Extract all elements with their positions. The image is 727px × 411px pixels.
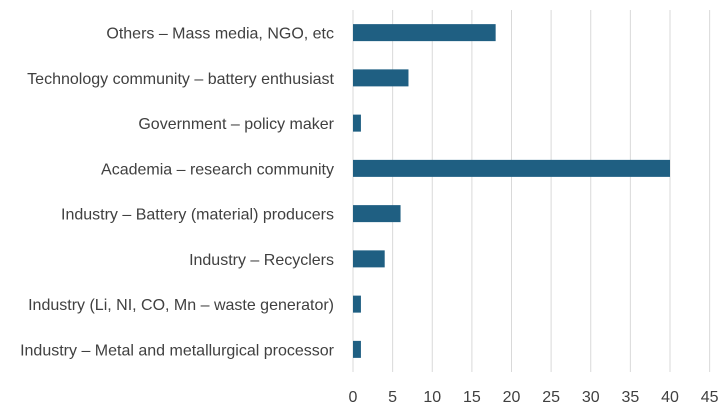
bar-1[interactable] [353, 69, 409, 87]
bar-6[interactable] [353, 295, 361, 313]
x-tick-label: 25 [542, 389, 560, 406]
bar-5[interactable] [353, 250, 385, 268]
x-tick-label: 45 [701, 389, 719, 406]
category-label: Industry – Battery (material) producers [61, 207, 334, 224]
category-label: Academia – research community [101, 161, 334, 178]
category-label: Industry (Li, NI, CO, Mn – waste generat… [28, 297, 334, 314]
bar-0[interactable] [353, 24, 496, 42]
grid-layer [352, 10, 711, 372]
bar-layer [353, 24, 670, 358]
x-tick-label: 20 [503, 389, 521, 406]
category-label: Government – policy maker [138, 116, 334, 133]
x-tick-label: 10 [423, 389, 441, 406]
category-label-layer: Others – Mass media, NGO, etc Technology … [20, 26, 335, 360]
category-label: Industry – Recyclers [189, 252, 334, 269]
category-label: Others – Mass media, NGO, etc [106, 26, 334, 43]
x-tick-label: 0 [349, 389, 358, 406]
x-tick-label: 5 [388, 389, 397, 406]
bar-2[interactable] [353, 114, 361, 132]
x-tick-label: 40 [661, 389, 679, 406]
x-tick-label: 35 [621, 389, 639, 406]
bar-7[interactable] [353, 340, 361, 358]
bar-4[interactable] [353, 205, 401, 223]
category-label: Industry – Metal and metallurgical proce… [20, 342, 335, 359]
x-tick-label: 30 [582, 389, 600, 406]
category-label: Technology community – battery enthusias… [27, 71, 334, 88]
tick-label-layer: 0 5 10 15 20 25 30 35 40 45 [349, 389, 719, 406]
bar-3[interactable] [353, 159, 670, 177]
x-tick-label: 15 [463, 389, 481, 406]
